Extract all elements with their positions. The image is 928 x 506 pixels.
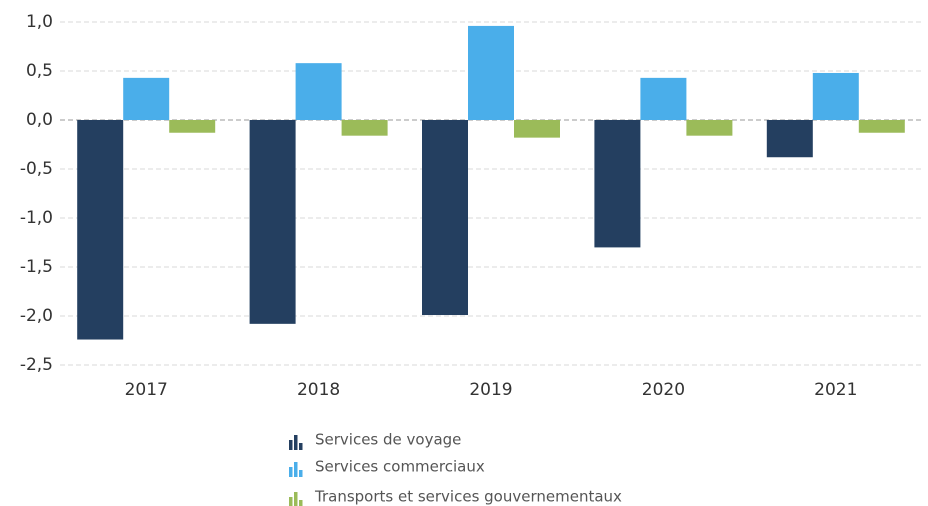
bar	[169, 120, 216, 133]
legend-icon	[299, 443, 303, 450]
x-tick-label: 2018	[297, 380, 340, 400]
legend-label: Services de voyage	[315, 431, 461, 449]
bar	[123, 77, 170, 120]
bar	[812, 72, 859, 120]
bar	[686, 120, 733, 136]
y-tick-label: -2,5	[20, 355, 53, 375]
legend-icon	[299, 470, 303, 477]
bar	[295, 63, 342, 120]
y-tick-label: -1,0	[20, 208, 53, 228]
y-tick-label: -1,5	[20, 257, 53, 277]
legend-label: Services commerciaux	[315, 458, 485, 476]
legend-icon	[294, 492, 298, 506]
legend-icon	[294, 435, 298, 450]
y-tick-label: -2,0	[20, 306, 53, 326]
bar	[858, 120, 905, 133]
bar	[514, 120, 560, 138]
x-tick-label: 2021	[814, 380, 857, 400]
y-tick-label: 0,5	[26, 61, 53, 81]
legend-icon	[294, 462, 298, 477]
bar	[341, 120, 388, 136]
x-tick-label: 2019	[469, 380, 512, 400]
bar	[594, 120, 641, 248]
bar	[77, 120, 124, 340]
bar	[640, 77, 687, 120]
bar	[468, 25, 514, 121]
legend-icon	[289, 467, 293, 477]
legend-icon	[299, 500, 303, 506]
legend-label: Transports et services gouvernementaux	[314, 488, 622, 506]
bar	[766, 120, 813, 158]
y-tick-label: 1,0	[26, 12, 53, 32]
y-tick-label: -0,5	[20, 159, 53, 179]
legend-icon	[289, 497, 293, 506]
bar	[249, 120, 296, 324]
bar	[422, 120, 468, 316]
x-tick-label: 2017	[125, 380, 168, 400]
x-tick-label: 2020	[642, 380, 685, 400]
legend-icon	[289, 440, 293, 450]
y-tick-label: 0,0	[26, 110, 53, 130]
